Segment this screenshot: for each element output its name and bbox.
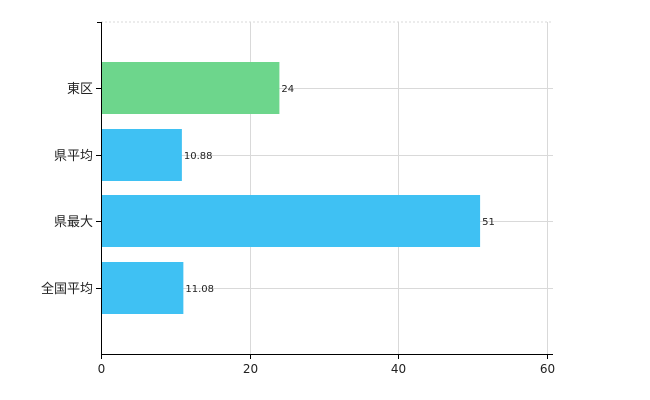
data-label-3: 11.08 [185,284,214,295]
bar-1 [101,129,182,181]
x-tick-label-60: 60 [540,362,555,376]
bar-0 [101,62,280,114]
data-label-0: 24 [281,84,294,95]
x-tick-label-0: 0 [98,362,106,376]
x-tick-label-40: 40 [391,362,406,376]
bar-2 [101,195,481,247]
category-label-1: 県平均 [54,149,93,164]
bar-layer [101,62,481,314]
bar-3 [101,262,184,314]
x-tick-label-20: 20 [243,362,258,376]
data-label-1: 10.88 [184,151,213,162]
category-label-3: 全国平均 [41,281,93,297]
category-label-2: 県最大 [54,215,93,230]
data-label-2: 51 [482,217,495,228]
axis-layer [96,22,553,359]
category-label-0: 東区 [67,81,93,97]
